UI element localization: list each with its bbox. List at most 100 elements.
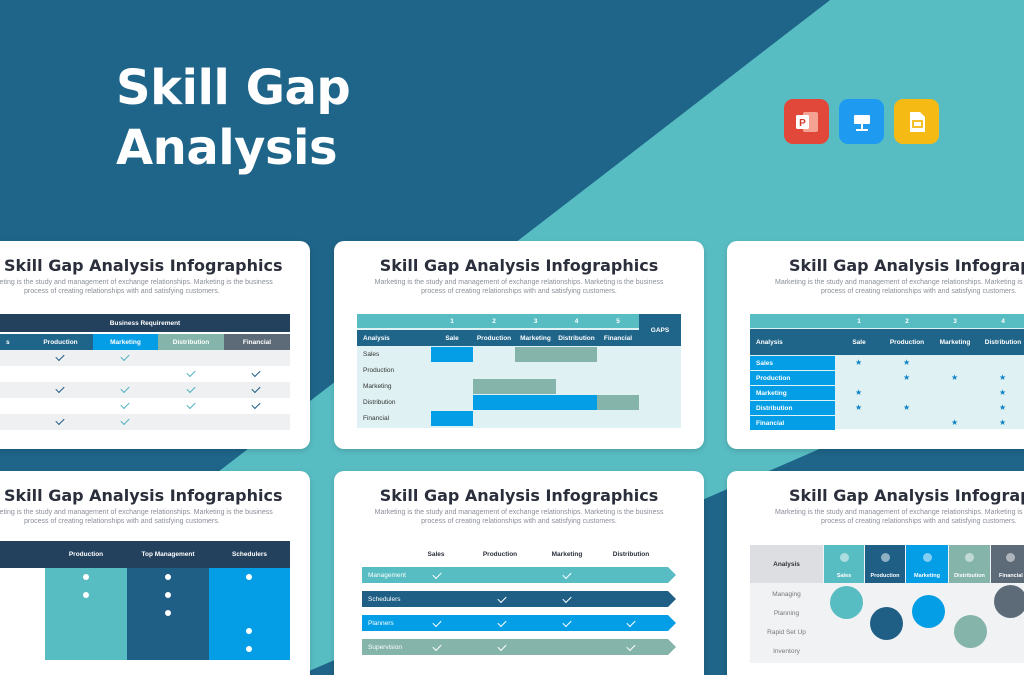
row-label-sales: Sales xyxy=(750,356,835,370)
slide-subtitle: Marketing is the study and management of… xyxy=(727,508,1024,526)
slide-subtitle-line1: Marketing is the study and management of… xyxy=(374,509,664,516)
keynote-icon[interactable] xyxy=(839,99,884,144)
row-label-production: Production xyxy=(750,371,835,385)
gear-icon xyxy=(881,553,890,562)
gap-bar xyxy=(473,379,556,394)
dot-marker xyxy=(83,574,89,580)
money-icon xyxy=(1006,553,1015,562)
slide-card-teams[interactable]: Skill Gap Analysis Infographics Marketin… xyxy=(0,471,310,675)
slide-subtitle-line1: Marketing is the study and management of… xyxy=(0,509,273,516)
col-header-financial: Financial xyxy=(597,330,639,346)
col-header-production: Production xyxy=(28,334,93,350)
google-slides-icon[interactable] xyxy=(894,99,939,144)
col-label-distribution: Distribution xyxy=(954,573,985,579)
gap-bar xyxy=(473,395,597,410)
slide-subtitle: Marketing is the study and management of… xyxy=(727,278,1024,296)
level-circle xyxy=(870,607,903,640)
col-header-distribution: Distribution xyxy=(612,550,650,558)
row-label-marketing: Marketing xyxy=(750,386,835,400)
star-icon: ★ xyxy=(855,388,863,397)
dot-marker xyxy=(165,574,171,580)
col-header-top-management: Top Management xyxy=(141,551,195,558)
slide-subtitle: Marketing is the study and management of… xyxy=(0,508,304,526)
num-header: 2 xyxy=(883,314,931,328)
team-column xyxy=(45,568,127,660)
slide-title: Skill Gap Analysis Infographics xyxy=(4,256,283,275)
col-label-sales: Sales xyxy=(836,573,852,579)
num-header: 3 xyxy=(931,314,979,328)
num-header: 4 xyxy=(979,314,1024,328)
col-header-marketing: Marketing xyxy=(93,334,158,350)
slide-card-requirements[interactable]: Skill Gap Analysis Infographics Marketin… xyxy=(0,241,310,449)
level-circle xyxy=(954,615,987,648)
team-header-bar xyxy=(0,541,290,568)
check-icon xyxy=(251,399,261,410)
star-icon: ★ xyxy=(999,403,1007,412)
col-header-distribution: Distribution xyxy=(556,330,597,346)
row-label-marketing: Marketing xyxy=(363,383,392,390)
app-icons: P xyxy=(784,99,939,144)
col-header-production: Production xyxy=(883,329,931,355)
col-header-production: Production xyxy=(482,550,518,558)
col-header-analysis: Analysis xyxy=(750,545,823,583)
slide-card-arrows[interactable]: Skill Gap Analysis Infographics Marketin… xyxy=(334,471,704,675)
row-label-financial: Financial xyxy=(363,415,390,422)
slide-title: Skill Gap Analysis Infographics xyxy=(789,486,1024,505)
row-label-management: Management xyxy=(368,571,406,579)
star-icon: ★ xyxy=(951,373,959,382)
slide-card-stars[interactable]: Skill Gap Analysis Infographics Marketin… xyxy=(727,241,1024,449)
slide-card-circles[interactable]: Skill Gap Analysis Infographics Marketin… xyxy=(727,471,1024,675)
star-icon: ★ xyxy=(903,373,911,382)
row-label-supervision: Supervision xyxy=(368,643,402,651)
col-header-schedulers: Schedulers xyxy=(231,551,268,558)
svg-text:P: P xyxy=(799,118,806,129)
gap-bar xyxy=(515,347,597,362)
row-label-inventory: Inventory xyxy=(773,647,800,655)
dot-marker xyxy=(246,628,252,634)
slide-subtitle-line2: process of creating relationships with a… xyxy=(24,288,220,295)
num-header-blank xyxy=(357,314,431,328)
powerpoint-icon[interactable]: P xyxy=(784,99,829,144)
col-header: s xyxy=(0,334,28,350)
row-label-planners: Planners xyxy=(368,619,394,627)
slide-subtitle-line2: process of creating relationships with a… xyxy=(821,288,1017,295)
col-header-bg xyxy=(865,545,905,583)
row-label-financial: Financial xyxy=(750,416,835,430)
col-header-distribution: Distribution xyxy=(158,334,224,350)
chart-icon xyxy=(840,553,849,562)
col-header-bg xyxy=(991,545,1024,583)
level-circle xyxy=(994,585,1024,618)
check-icon xyxy=(186,367,196,378)
gap-bar xyxy=(431,347,473,362)
dot-marker xyxy=(165,592,171,598)
col-header-bg xyxy=(949,545,990,583)
check-icon xyxy=(186,399,196,410)
num-header: 3 xyxy=(515,314,556,328)
slide-subtitle-line1: Marketing is the study and management of… xyxy=(374,279,664,286)
gaps-header: GAPS xyxy=(639,314,681,346)
dot-marker xyxy=(83,592,89,598)
col-label-financial: Financial xyxy=(999,573,1023,579)
star-icon: ★ xyxy=(855,358,863,367)
row-label-rapid-set-up: Rapid Set Up xyxy=(767,628,806,636)
star-icon: ★ xyxy=(951,418,959,427)
slide-card-gaps[interactable]: Skill Gap Analysis Infographics Marketin… xyxy=(334,241,704,449)
col-header-bg xyxy=(906,545,948,583)
star-icon: ★ xyxy=(999,418,1007,427)
table-row xyxy=(0,414,290,430)
slide-subtitle-line1: Marketing is the study and management of… xyxy=(775,279,1024,286)
row-label-distribution: Distribution xyxy=(750,401,835,415)
col-header-production: Production xyxy=(473,330,515,346)
col-header-sale: Sale xyxy=(431,330,473,346)
slide-subtitle: Marketing is the study and management of… xyxy=(0,278,304,296)
row-label-planning: Planning xyxy=(773,609,800,617)
row-label-production: Production xyxy=(363,367,395,374)
gap-bar xyxy=(597,395,639,410)
col-header-marketing: Marketing xyxy=(515,330,556,346)
col-header-marketing: Marketing xyxy=(931,329,979,355)
slide-title: Skill Gap Analysis Infographics xyxy=(789,256,1024,275)
business-requirement-header: Business Requirement xyxy=(0,314,290,332)
num-header: 4 xyxy=(556,314,597,328)
num-header: 2 xyxy=(473,314,515,328)
slide-subtitle-line1: Marketing is the study and management of… xyxy=(0,279,273,286)
